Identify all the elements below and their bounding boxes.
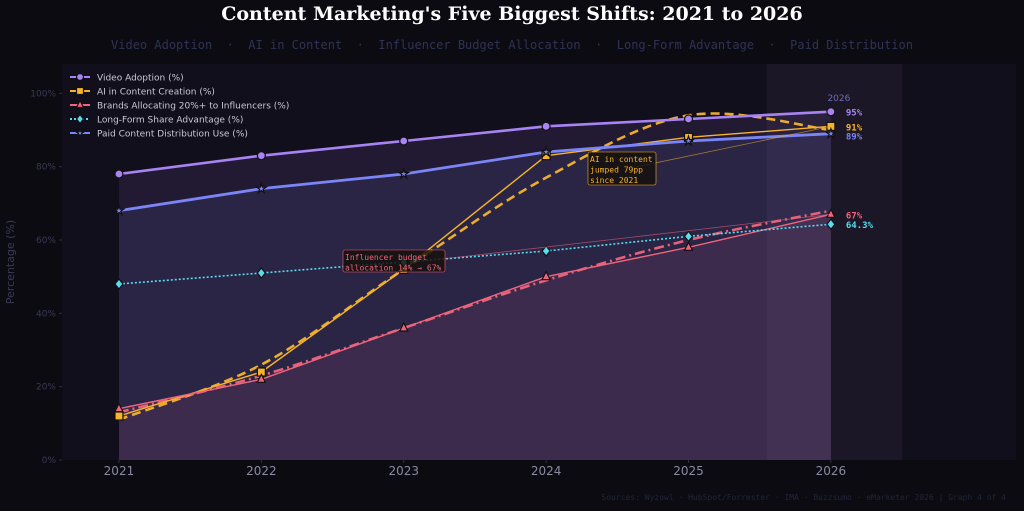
x-tick-label: 2026 [816, 464, 847, 478]
annotation-arrow [628, 125, 831, 169]
y-tick-label: 60% [36, 236, 56, 246]
video-end-label: 95% [846, 109, 863, 119]
influencer-marker [825, 207, 836, 218]
influencer-marker [541, 270, 552, 281]
annotation-text: since 2021 [590, 176, 638, 185]
longform-end-label: 64.3% [846, 221, 874, 231]
video-marker [114, 169, 124, 179]
legend: Video Adoption (%) AI in Content Creation… [70, 72, 289, 140]
chart-title: Content Marketing's Five Biggest Shifts:… [221, 3, 803, 25]
influencer-marker [683, 240, 694, 251]
video-area [118, 111, 831, 461]
influencer-marker [398, 321, 409, 332]
longform-marker [826, 218, 836, 231]
x-tick-label: 2021 [104, 464, 135, 478]
x-tick-label: 2022 [246, 464, 277, 478]
annotation-box [342, 249, 446, 273]
annotation-text: allocation 14% → 67% [345, 264, 442, 273]
legend-marker [75, 86, 85, 96]
video-marker [399, 136, 409, 146]
y-tick-label: 0% [42, 456, 57, 466]
legend-marker [75, 72, 85, 82]
influencer-marker [256, 372, 267, 383]
y-tick-label: 80% [36, 163, 56, 173]
paid-marker [824, 126, 838, 140]
longform-line [118, 223, 831, 285]
annotation-box [587, 151, 657, 186]
x-tick-label: 2025 [673, 464, 704, 478]
paid-marker [397, 166, 411, 180]
influencer-end-label: 67% [846, 211, 863, 221]
longform-marker [683, 230, 694, 243]
highlight-label: 2026 [827, 94, 850, 104]
legend-label: Paid Content Distribution Use (%) [97, 130, 248, 140]
video-marker [256, 151, 266, 161]
influencer-marker [113, 402, 124, 413]
y-tick-label: 100% [30, 89, 56, 99]
annotation-text: Influencer budget [345, 253, 427, 262]
paid-line [118, 132, 831, 213]
annotation-text: jumped 79pp [590, 166, 643, 175]
ai-end-label: 91% [846, 123, 863, 133]
video-marker [683, 114, 694, 124]
ai-trend-line [118, 112, 832, 421]
paid-marker [254, 181, 269, 195]
legend-marker [75, 99, 85, 109]
ai-marker [114, 411, 124, 421]
video-marker [541, 121, 551, 131]
legend-label: Brands Allocating 20%+ to Influencers (%… [97, 102, 289, 112]
x-tick-label: 2024 [531, 464, 562, 478]
longform-marker [114, 278, 124, 290]
y-tick-label: 20% [36, 383, 56, 393]
legend-label: Long-Form Share Advantage (%) [97, 116, 243, 126]
legend-marker [75, 113, 85, 125]
x-tick-label: 2023 [388, 464, 419, 478]
paid-end-label: 89% [846, 133, 863, 143]
paid-marker [539, 144, 553, 158]
ai-line [118, 125, 831, 417]
annotation-arrow [424, 213, 831, 262]
influencer-area [118, 214, 831, 460]
influencer-line [118, 213, 832, 410]
paid-marker [112, 203, 126, 217]
chart-subtitle: Video Adoption · AI in Content · Influen… [111, 38, 913, 52]
paid-marker [681, 133, 696, 147]
legend-marker [73, 126, 87, 139]
annotation-text: AI in content [590, 155, 653, 164]
y-tick-label: 40% [36, 309, 56, 319]
longform-marker [256, 267, 267, 279]
paid-area [118, 133, 831, 460]
y-axis-label: Percentage (%) [4, 220, 17, 304]
video-marker [826, 107, 836, 117]
influencer-trend-line [118, 209, 832, 414]
legend-label: Video Adoption (%) [97, 74, 184, 84]
video-line [118, 110, 831, 176]
legend-label: AI in Content Creation (%) [97, 88, 215, 98]
longform-marker [541, 245, 551, 257]
source-footer: Sources: Wyzowl · HubSpot/Forrester · IM… [601, 493, 1006, 502]
